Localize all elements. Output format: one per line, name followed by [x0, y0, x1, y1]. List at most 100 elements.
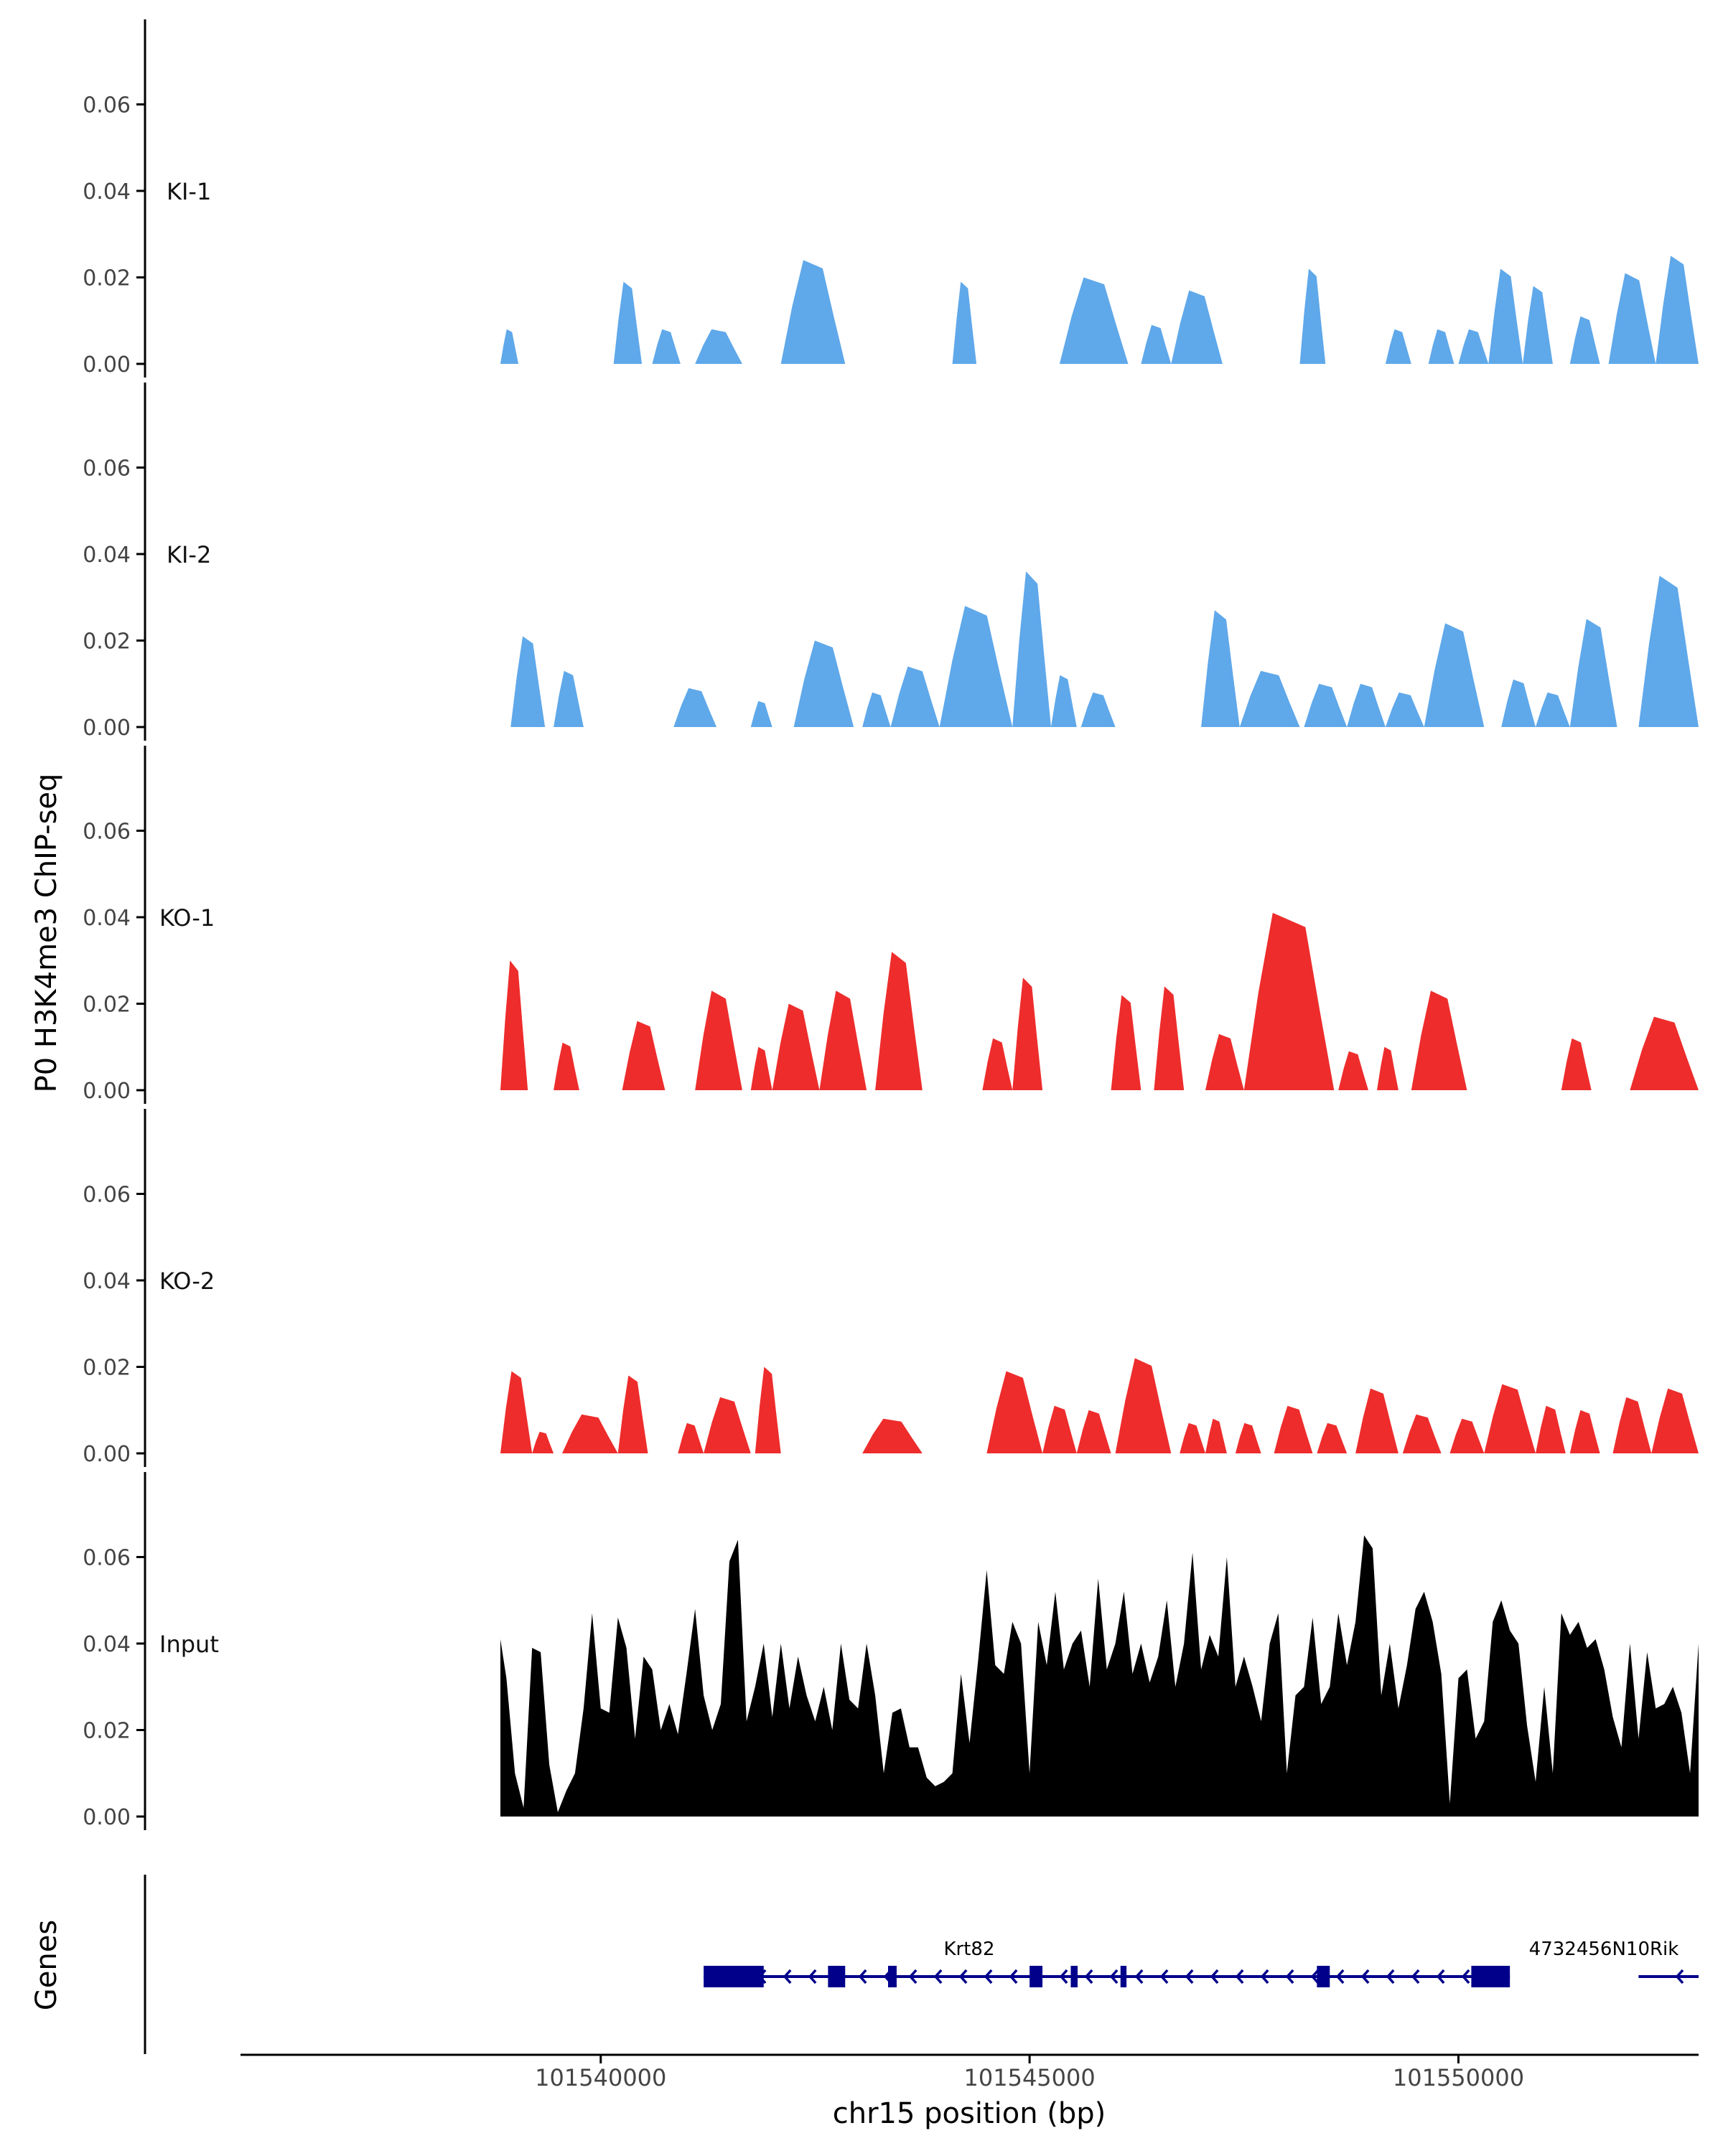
ki-1-peak: [652, 329, 681, 364]
ki-2-peak: [1385, 692, 1424, 727]
ko-1-y-tick-label: 0.06: [83, 819, 131, 844]
ko-1-peak: [554, 1042, 579, 1090]
ko-2-peak: [1484, 1384, 1536, 1453]
ki-2-track-label: KI-2: [167, 541, 211, 568]
ki-1-peak: [1458, 329, 1489, 364]
ki-2-peak: [1569, 619, 1617, 727]
ki-1-peak: [695, 329, 742, 364]
ko-1-track-label: KO-1: [159, 904, 215, 932]
krt82-exon: [1471, 1966, 1510, 1987]
ki-1-y-tick-label: 0.06: [83, 93, 131, 118]
ko-1-peak: [1338, 1051, 1368, 1090]
ki-1-peak: [1428, 329, 1454, 364]
ko-2-peak: [1235, 1423, 1261, 1453]
ko-2-peak: [704, 1397, 751, 1453]
krt82-strand-arrow: [1185, 1969, 1194, 1984]
ko-2-peak: [862, 1418, 923, 1453]
ki-2-peak: [939, 606, 1013, 727]
krt82-strand-arrow: [1210, 1969, 1219, 1984]
ki-2-peak: [1536, 692, 1570, 727]
ki-1-peak: [1523, 286, 1553, 364]
ki-1-peak: [780, 260, 846, 364]
ki-1-y-tick-label: 0.00: [83, 352, 131, 378]
ko-2-y-tick-label: 0.02: [83, 1355, 131, 1380]
ko-1-peak: [1111, 995, 1141, 1090]
y-axis-title: P0 H3K4me3 ChIP-seq: [30, 774, 63, 1093]
krt82-exon: [1029, 1966, 1043, 1987]
track-panel-ki-2: 0.00 0.02 0.04 0.06 KI-2: [83, 383, 1699, 741]
ko-2-y-tick-label: 0.00: [83, 1442, 131, 1467]
krt82-strand-arrow: [1386, 1969, 1395, 1984]
ko-2-peak: [1612, 1397, 1652, 1453]
ko-2-peak: [1449, 1418, 1485, 1453]
ki-2-y-tick-label: 0.02: [83, 629, 131, 654]
ko-2-peak: [755, 1367, 781, 1453]
ko-1-peak: [1411, 990, 1467, 1090]
ki-2-peak: [1080, 692, 1116, 727]
krt82-strand-arrow: [808, 1969, 817, 1984]
ki-2-peak: [793, 640, 854, 727]
ki-2-peak: [554, 670, 584, 727]
x-tick-label: 101550000: [1393, 2064, 1524, 2091]
x-tick-label: 101540000: [535, 2064, 666, 2091]
ko-1-peak: [772, 1003, 820, 1090]
x-tick-label: 101545000: [964, 2064, 1096, 2091]
krt82-strand-arrow: [1109, 1969, 1119, 1984]
ki-1-peak: [500, 329, 519, 364]
ki-1-peak: [952, 281, 977, 364]
ko-2-peak: [1180, 1423, 1205, 1453]
ko-1-peak: [1243, 912, 1335, 1090]
4732456n10rik-strand-arrow: [1675, 1969, 1684, 1984]
ko-1-peak: [500, 960, 528, 1090]
ko-1-peak: [622, 1021, 666, 1090]
track-panels: 0.00 0.02 0.04 0.06 KI-1 0.00 0.02 0.04 0.06 KI-…: [83, 19, 1699, 1830]
krt82-strand-arrow: [1235, 1969, 1244, 1984]
ko-2-peak: [500, 1371, 533, 1453]
track-panel-input: 0.00 0.02 0.04 0.06 Input: [83, 1472, 1699, 1830]
ki-1-peak: [1059, 277, 1129, 364]
ko-2-peak: [1205, 1418, 1227, 1453]
ki-2-peak: [750, 700, 772, 727]
ko-1-y-tick-label: 0.02: [83, 992, 131, 1017]
ki-1-peak: [1608, 273, 1656, 364]
ko-1-peak: [875, 952, 923, 1090]
krt82-strand-arrow: [783, 1969, 792, 1984]
track-panel-ko-1: 0.00 0.02 0.04 0.06 KO-1: [83, 746, 1699, 1104]
ki-2-y-tick-label: 0.00: [83, 716, 131, 741]
ko-2-peak: [1402, 1414, 1442, 1453]
ko-1-peak: [750, 1046, 772, 1090]
input-y-tick-label: 0.02: [83, 1718, 131, 1743]
ki-1-track-label: KI-1: [167, 178, 211, 205]
ki-1-y-tick-label: 0.04: [83, 179, 131, 205]
ki-1-peak: [1488, 268, 1523, 364]
krt82-strand-arrow: [858, 1969, 867, 1984]
ki-2-peak: [862, 692, 891, 727]
genes-axis-title: Genes: [30, 1920, 63, 2010]
ko-2-peak: [1042, 1405, 1077, 1453]
ko-2-peak: [532, 1431, 554, 1453]
ko-1-peak: [982, 1038, 1013, 1090]
track-panel-ki-1: 0.00 0.02 0.04 0.06 KI-1: [83, 19, 1699, 378]
ko-1-peak: [1205, 1034, 1244, 1090]
ko-2-track-label: KO-2: [159, 1267, 215, 1295]
krt82-strand-arrow: [1159, 1969, 1169, 1984]
ko-1-peak: [1377, 1046, 1399, 1090]
krt82-strand-arrow: [908, 1969, 917, 1984]
ki-1-peak: [1656, 256, 1699, 364]
ki-1-peak: [1385, 329, 1411, 364]
krt82-strand-arrow: [933, 1969, 943, 1984]
ko-1-y-tick-label: 0.04: [83, 906, 131, 931]
krt82-strand-arrow: [1310, 1969, 1320, 1984]
krt82-exon: [704, 1966, 764, 1987]
krt82-strand-arrow: [1436, 1969, 1445, 1984]
krt82-strand-arrow: [1360, 1969, 1370, 1984]
ki-1-peak: [1569, 316, 1600, 364]
ko-1-peak: [695, 990, 742, 1090]
x-axis-ticks: 101540000 101545000 101550000: [535, 2055, 1524, 2091]
ki-1-peak: [1171, 290, 1223, 364]
ki-2-peak: [1347, 683, 1386, 727]
krt82-strand-arrow: [1260, 1969, 1269, 1984]
ko-2-peak: [617, 1375, 648, 1453]
krt82-exon: [1120, 1966, 1127, 1987]
ko-2-peak: [1076, 1410, 1111, 1453]
